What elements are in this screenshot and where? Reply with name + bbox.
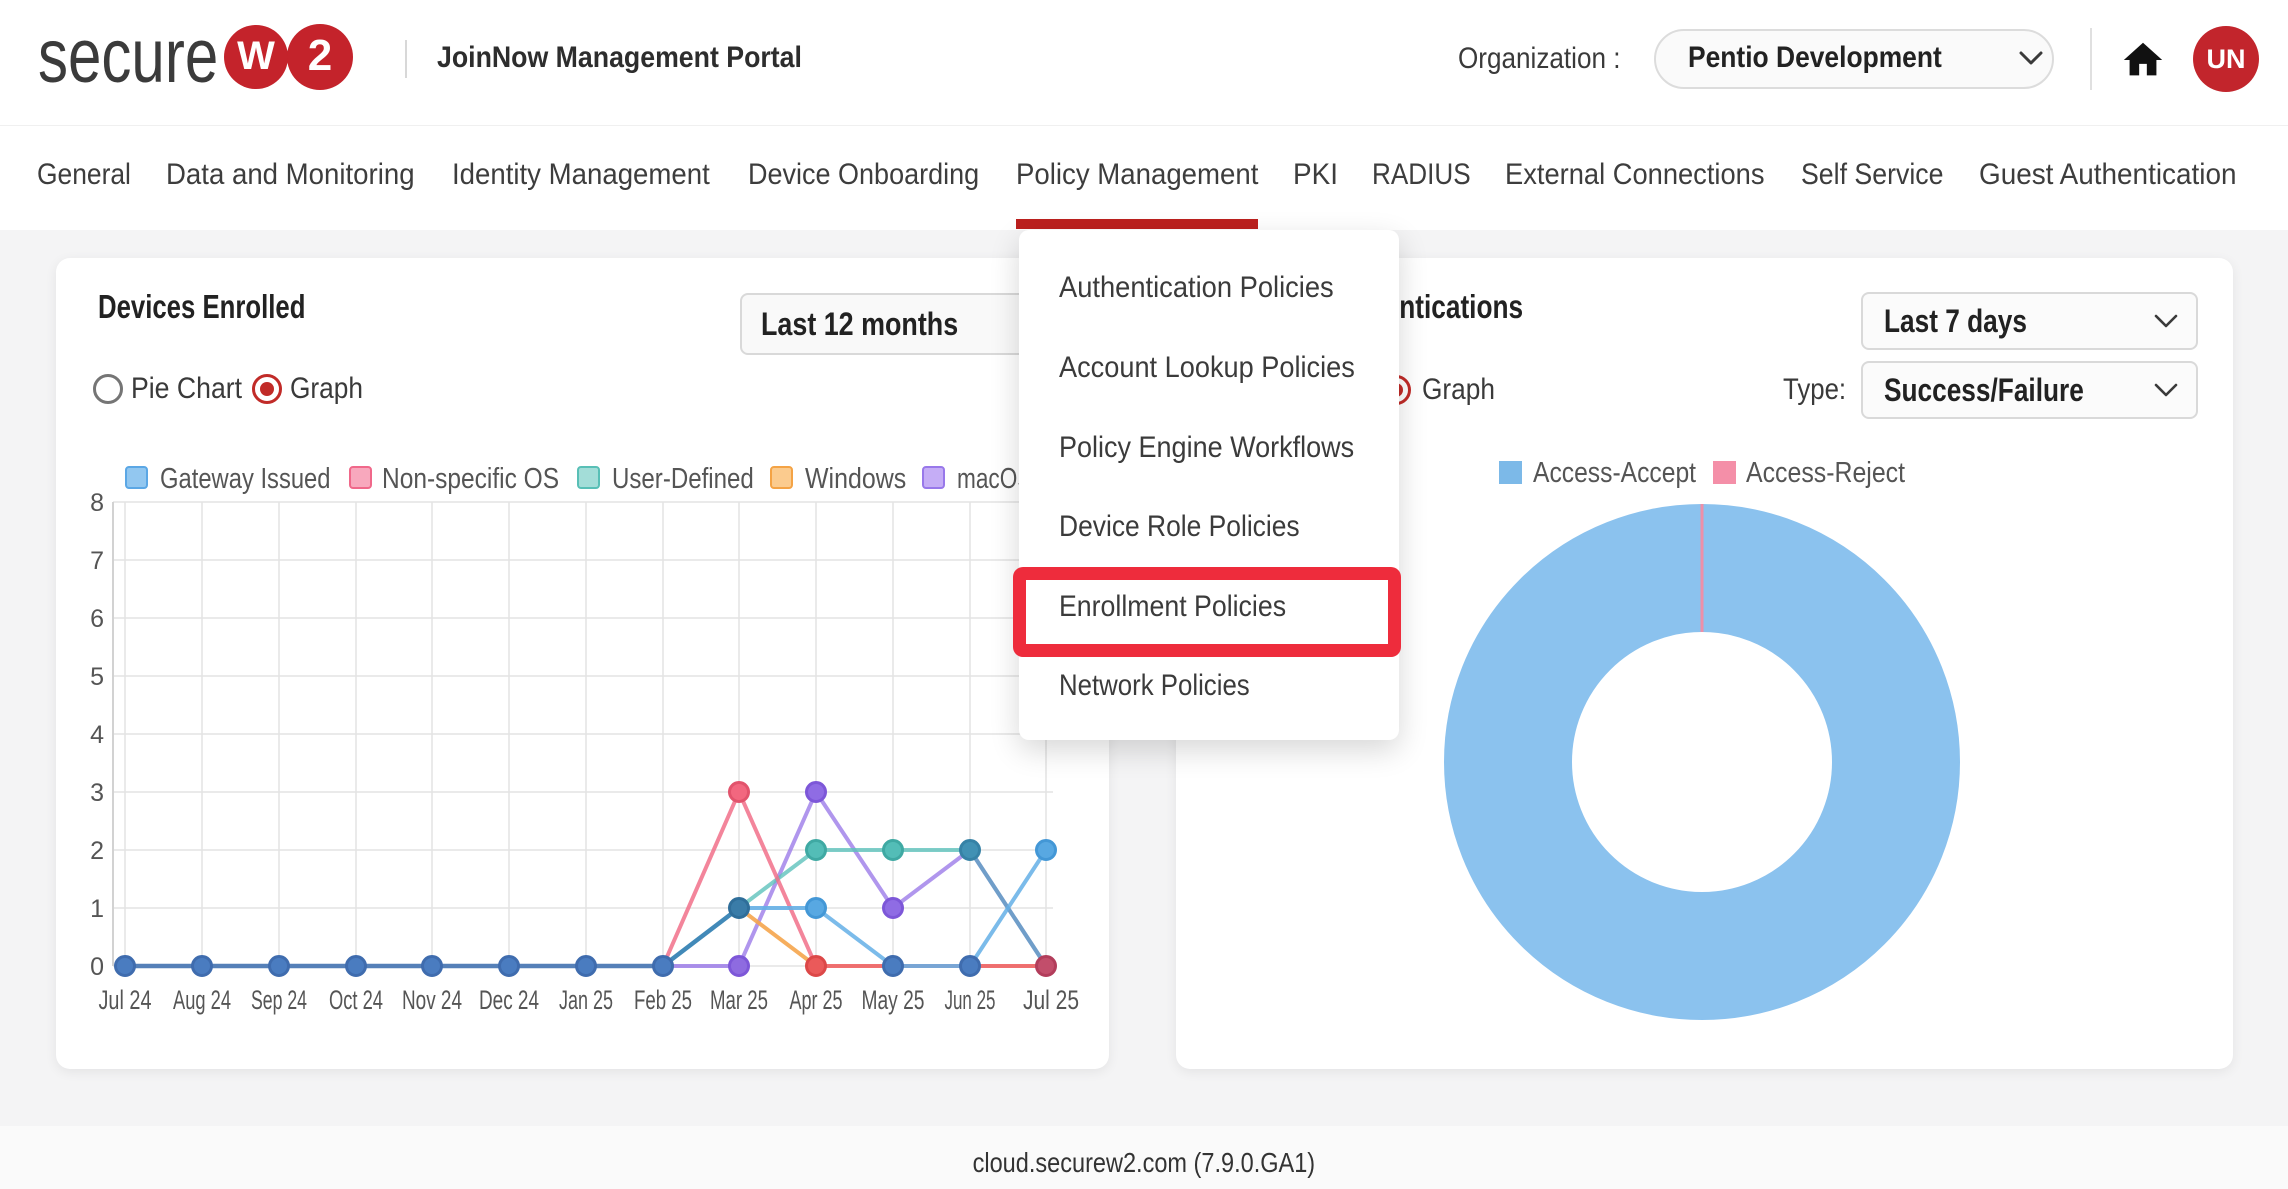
svg-text:3: 3 — [90, 779, 104, 807]
svg-text:Sep 24: Sep 24 — [251, 985, 307, 1015]
svg-text:Nov 24: Nov 24 — [402, 985, 462, 1015]
svg-text:Dec 24: Dec 24 — [479, 985, 539, 1015]
svg-text:Aug 24: Aug 24 — [173, 985, 231, 1015]
svg-text:8: 8 — [90, 489, 104, 517]
svg-text:Mar 25: Mar 25 — [710, 985, 768, 1015]
svg-text:6: 6 — [90, 605, 104, 633]
svg-text:0: 0 — [90, 953, 104, 981]
svg-text:Apr 25: Apr 25 — [790, 985, 843, 1015]
svg-text:Jul 25: Jul 25 — [1023, 985, 1079, 1015]
svg-text:5: 5 — [90, 663, 104, 691]
svg-text:7: 7 — [90, 547, 104, 575]
svg-text:2: 2 — [90, 837, 104, 865]
svg-text:May 25: May 25 — [862, 985, 925, 1015]
svg-text:4: 4 — [90, 721, 104, 749]
svg-text:Jun 25: Jun 25 — [945, 985, 996, 1015]
svg-text:Oct 24: Oct 24 — [329, 985, 383, 1015]
svg-text:Feb 25: Feb 25 — [634, 985, 692, 1015]
svg-text:Jan 25: Jan 25 — [559, 985, 613, 1015]
svg-text:1: 1 — [90, 895, 104, 923]
svg-text:Jul 24: Jul 24 — [99, 985, 152, 1015]
